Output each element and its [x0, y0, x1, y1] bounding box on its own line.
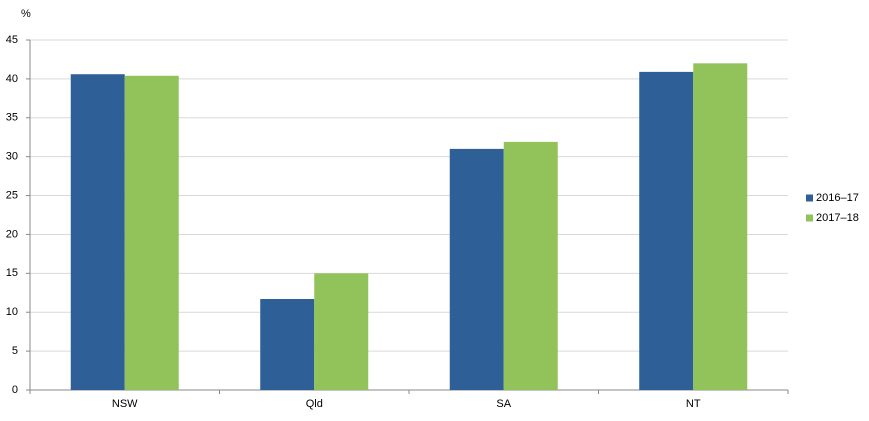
legend-label: 2017–18: [816, 212, 859, 224]
y-tick-label: 35: [6, 112, 18, 124]
bar: [70, 74, 125, 390]
bar: [314, 273, 369, 390]
legend-swatch: [806, 214, 813, 222]
x-tick-label: SA: [496, 398, 511, 410]
y-tick-label: 20: [6, 228, 18, 240]
y-tick-label: 0: [12, 384, 18, 396]
bar: [449, 148, 504, 390]
y-tick-label: 40: [6, 73, 18, 85]
y-axis-label: %: [21, 8, 31, 20]
bar: [124, 75, 179, 391]
y-tick-label: 15: [6, 267, 18, 279]
x-tick-label: NSW: [112, 398, 138, 410]
legend-swatch: [806, 194, 813, 202]
bar: [260, 299, 315, 390]
x-tick-label: Qld: [306, 398, 323, 410]
y-tick-label: 10: [6, 306, 18, 318]
legend-label: 2016–17: [816, 192, 859, 204]
bar: [639, 71, 694, 390]
bar: [503, 141, 558, 390]
y-tick-label: 25: [6, 189, 18, 201]
y-tick-label: 5: [12, 345, 18, 357]
y-tick-label: 30: [6, 151, 18, 163]
bar: [693, 63, 748, 390]
x-tick-label: NT: [686, 398, 701, 410]
y-tick-label: 45: [6, 34, 18, 46]
